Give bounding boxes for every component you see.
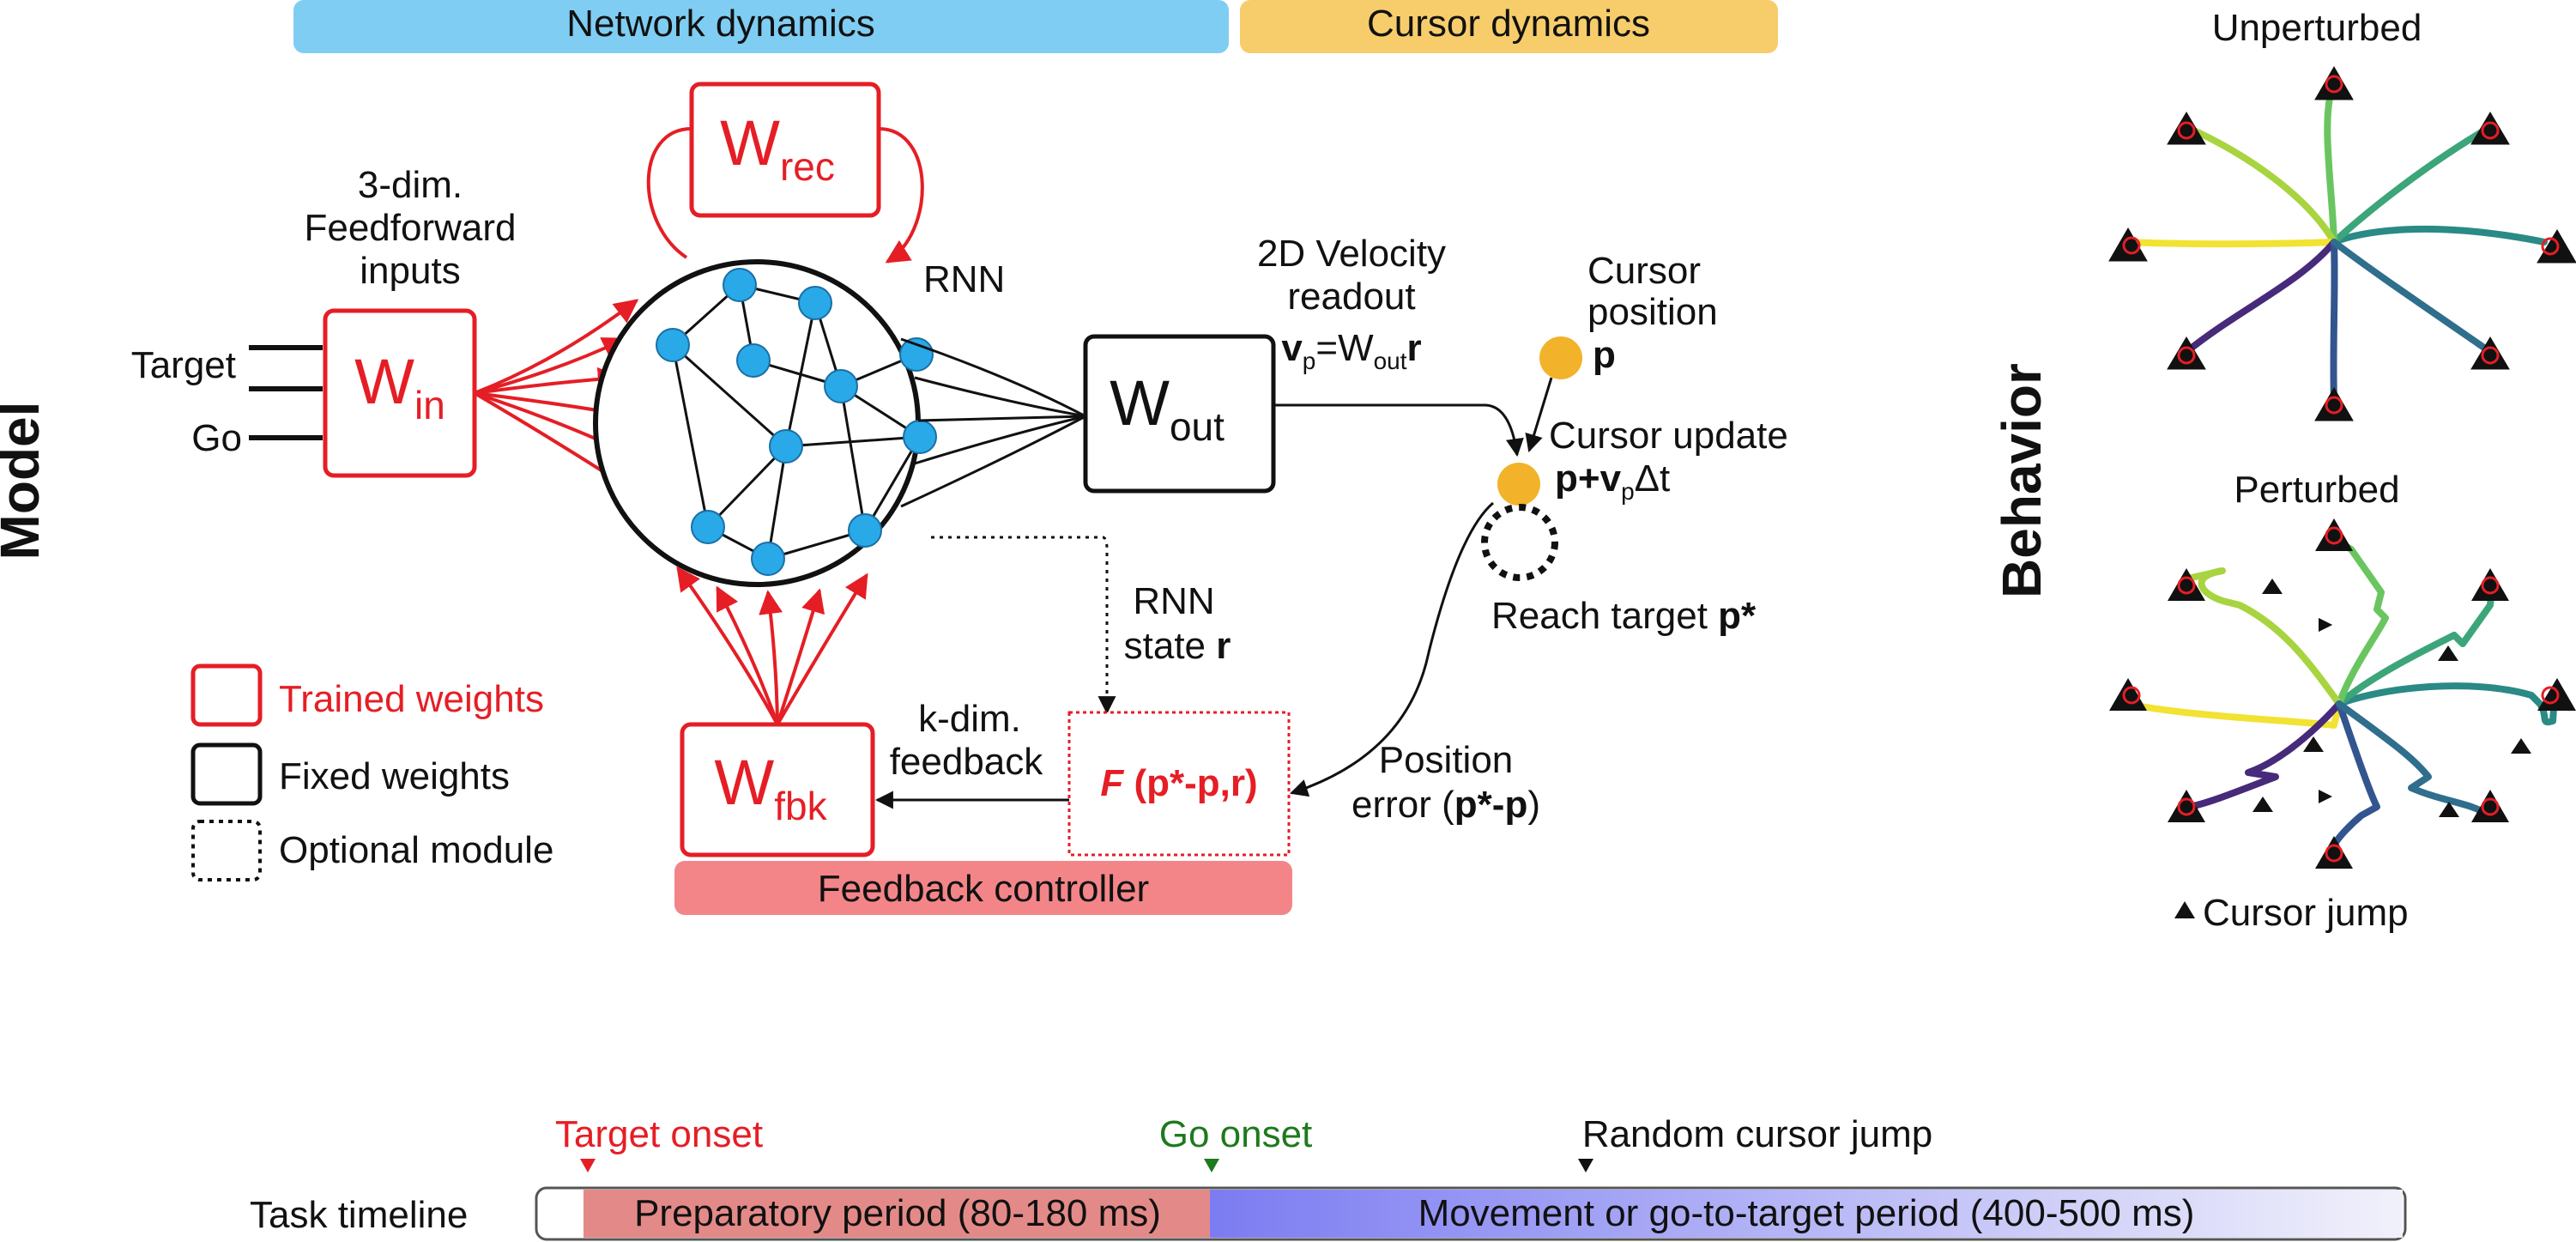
target-marker (2470, 112, 2510, 145)
perturbed-targets (2109, 518, 2576, 869)
w-rec-loop-out (878, 127, 924, 264)
rnn-circle (593, 259, 937, 587)
w-out-sub: out (1170, 404, 1225, 449)
task-timeline: Task timeline Preparatory period (80-180… (250, 1113, 2407, 1241)
random-jump-label: Random cursor jump (1582, 1113, 1932, 1155)
legend-trained-label: Trained weights (279, 678, 544, 720)
target-marker (2108, 227, 2148, 262)
target-marker (2314, 387, 2354, 421)
legend-trained-swatch (190, 663, 263, 727)
rnn-state-line2: state r (1124, 625, 1231, 667)
go-onset-label: Go onset (1159, 1113, 1313, 1155)
feedforward-inputs: 3-dim. Feedforward inputs Target Go (131, 164, 517, 459)
rnn-state-line1: RNN (1133, 580, 1214, 622)
random-jump-marker (1578, 1159, 1593, 1172)
legend-fixed-swatch (190, 742, 263, 806)
w-rec-base: W (720, 107, 780, 179)
inputs-header-line1: 3-dim. (358, 164, 463, 206)
w-fbk-arrows (676, 566, 868, 726)
target-marker (2167, 336, 2206, 370)
cursor-jump-label: Cursor jump (2203, 892, 2409, 934)
model-side-label: Model (0, 402, 51, 560)
cursor-jump-markers (2252, 579, 2531, 817)
timeline-label: Task timeline (250, 1194, 468, 1236)
reach-target-circle (1481, 504, 1558, 581)
cursor-update-equation: p+vpΔt (1555, 457, 1670, 505)
velocity-readout-label: 2D Velocity readout vp=Woutr (1257, 233, 1446, 374)
position-error-line1: Position (1379, 739, 1514, 781)
feedback-controller-banner: Feedback controller (674, 861, 1292, 915)
cursor-dynamics-label: Cursor dynamics (1367, 3, 1650, 45)
network-dynamics-banner: Network dynamics (293, 0, 1229, 53)
feedback-function-label: F (p*-p,r) (1100, 762, 1257, 804)
feedback-dim-line1: k-dim. (918, 698, 1021, 740)
w-rec-sub: rec (780, 144, 835, 189)
perturbed-trajectories (2133, 536, 2557, 849)
readout-equation: vp=Woutr (1281, 327, 1421, 374)
target-marker (2470, 336, 2510, 370)
unperturbed-title: Unperturbed (2212, 7, 2422, 49)
readout-line1: 2D Velocity (1257, 233, 1446, 275)
unperturbed-trajectories (2125, 85, 2548, 407)
svg-text:Wout: Wout (1110, 367, 1225, 449)
svg-text:Win: Win (354, 346, 445, 427)
cursor-position-line2: position (1587, 291, 1718, 333)
reach-target-label: Reach target p* (1491, 595, 1757, 637)
w-rec-loop-in (646, 127, 692, 259)
movement-period-bar (1210, 1190, 2403, 1238)
legend-fixed-label: Fixed weights (279, 755, 510, 797)
w-rec-box: Wrec (689, 82, 881, 218)
w-fbk-base: W (714, 747, 774, 818)
preparatory-period-bar (584, 1190, 1210, 1238)
rnn-to-wout-lines (900, 337, 1086, 508)
legend-optional-label: Optional module (279, 829, 553, 871)
feedback-dim-line2: feedback (890, 741, 1044, 783)
go-onset-marker (1204, 1159, 1219, 1172)
rnn-state-arrow (931, 536, 1116, 715)
w-out-base: W (1110, 367, 1170, 439)
cursor-updated-dot (1497, 463, 1540, 506)
cursor-dynamics-banner: Cursor dynamics (1240, 0, 1778, 53)
inputs-header-line2: Feedforward (304, 207, 516, 249)
position-error-arrow (1290, 501, 1494, 797)
target-onset-label: Target onset (555, 1113, 763, 1155)
feedback-controller-label: Feedback controller (818, 868, 1149, 910)
cursor-position-line1: Cursor (1587, 250, 1701, 292)
w-in-sub: in (414, 383, 445, 427)
preparatory-period-label: Preparatory period (80-180 ms) (634, 1192, 1161, 1234)
legend-optional-swatch (191, 820, 262, 882)
w-fbk-box: Wfbk (680, 722, 875, 857)
w-in-box: Win (323, 308, 477, 478)
input-go-label: Go (191, 417, 242, 459)
cursor-to-update-arrow (1525, 377, 1553, 453)
svg-text:Wfbk: Wfbk (714, 747, 827, 828)
cursor-jump-legend-icon (2174, 901, 2195, 918)
input-target-label: Target (131, 344, 236, 386)
w-out-box: Wout (1083, 334, 1276, 494)
cursor-update-label: Cursor update (1549, 415, 1788, 457)
target-marker (2167, 112, 2206, 145)
target-onset-marker (580, 1159, 596, 1172)
w-fbk-sub: fbk (774, 784, 827, 828)
position-error-line2: error (p*-p) (1351, 784, 1540, 826)
w-in-base: W (354, 346, 414, 417)
target-marker (2314, 66, 2354, 100)
unperturbed-targets (2108, 66, 2576, 421)
readout-arrow (1273, 403, 1524, 457)
legend: Trained weights Fixed weights Optional m… (190, 663, 553, 882)
readout-line2: readout (1287, 276, 1415, 318)
perturbed-title: Perturbed (2234, 469, 2399, 511)
svg-text:Wrec: Wrec (720, 107, 835, 189)
movement-period-label: Movement or go-to-target period (400-500… (1418, 1192, 2195, 1234)
inputs-header-line3: inputs (360, 250, 460, 292)
network-dynamics-label: Network dynamics (566, 3, 874, 45)
cursor-position-symbol: p (1593, 334, 1616, 376)
rnn-nodes (656, 268, 937, 576)
rnn-label: RNN (923, 258, 1005, 300)
behavior-side-label: Behavior (1991, 363, 2053, 598)
feedback-function-box: F (p*-p,r) (1067, 711, 1291, 857)
cursor-position-dot (1539, 336, 1582, 379)
